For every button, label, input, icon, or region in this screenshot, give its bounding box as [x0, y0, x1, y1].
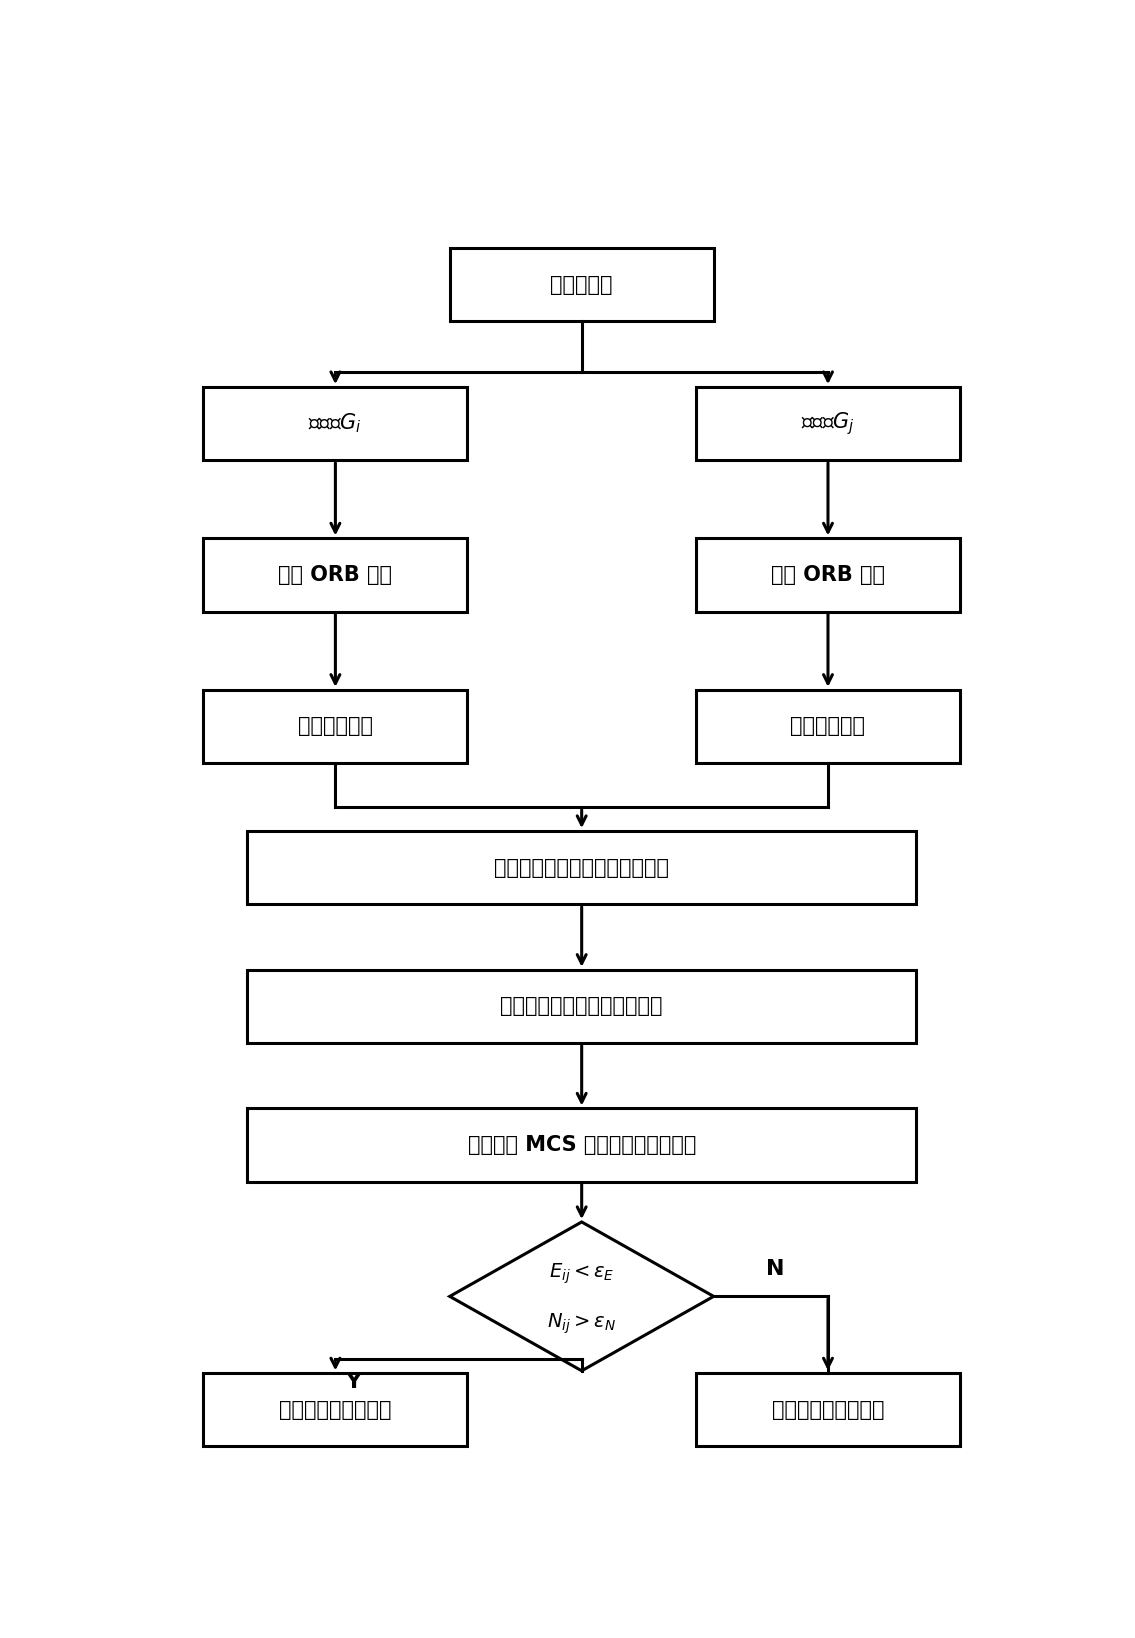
Text: 计算聚类中心: 计算聚类中心 [297, 716, 373, 737]
Text: 提取 ORB 特征: 提取 ORB 特征 [278, 565, 393, 585]
FancyBboxPatch shape [247, 1109, 916, 1181]
Text: $N_{ij} > \varepsilon_N$: $N_{ij} > \varepsilon_N$ [547, 1312, 616, 1337]
Text: 计算聚类中心: 计算聚类中心 [790, 716, 866, 737]
Text: 错误闭环，放弃结果: 错误闭环，放弃结果 [772, 1400, 884, 1420]
Text: $E_{ij} < \varepsilon_E$: $E_{ij} < \varepsilon_E$ [549, 1261, 614, 1286]
FancyBboxPatch shape [203, 539, 468, 611]
FancyBboxPatch shape [696, 690, 960, 763]
Text: 子地图集合: 子地图集合 [550, 275, 613, 295]
FancyBboxPatch shape [696, 539, 960, 611]
FancyBboxPatch shape [696, 1373, 960, 1446]
Text: 汉明距离计算聚类中心的相似性: 汉明距离计算聚类中心的相似性 [494, 858, 670, 878]
Text: 子地图$G_i$: 子地图$G_i$ [309, 411, 362, 436]
FancyBboxPatch shape [247, 970, 916, 1043]
FancyBboxPatch shape [203, 1373, 468, 1446]
FancyBboxPatch shape [203, 387, 468, 460]
Text: 正确闭环，保存结果: 正确闭环，保存结果 [279, 1400, 392, 1420]
FancyBboxPatch shape [247, 830, 916, 904]
Text: 选择最佳 MCS 方案，计算相对变换: 选择最佳 MCS 方案，计算相对变换 [468, 1135, 696, 1155]
Text: 提取 ORB 特征: 提取 ORB 特征 [771, 565, 885, 585]
Text: 子地图$G_j$: 子地图$G_j$ [801, 410, 855, 437]
FancyBboxPatch shape [203, 690, 468, 763]
Text: N: N [766, 1258, 784, 1279]
Text: Y: Y [345, 1373, 361, 1392]
FancyBboxPatch shape [696, 387, 960, 460]
FancyBboxPatch shape [449, 249, 714, 321]
Polygon shape [449, 1222, 714, 1371]
Text: 基于回溯法搜索最大公共子图: 基于回溯法搜索最大公共子图 [501, 996, 663, 1016]
